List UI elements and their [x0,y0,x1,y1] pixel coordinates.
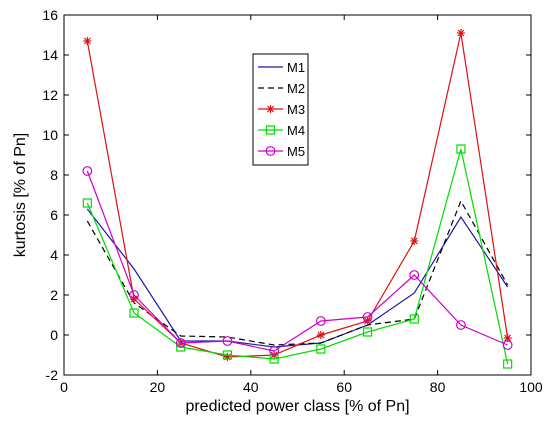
series-m4-line [86,148,509,365]
y-tick-label: 2 [50,287,58,303]
x-tick-label: 40 [243,379,259,395]
series-m5-point [269,346,280,356]
y-tick-label: 16 [42,7,58,23]
series-m5-point [502,340,513,350]
legend-m3-marker [266,105,275,113]
legend-m5-marker [265,146,276,156]
x-tick-label: 60 [336,379,352,395]
series-m4-point [129,308,139,318]
series-m5-point [456,320,466,330]
series-m5-point [315,316,326,326]
y-tick-label: 12 [42,87,58,103]
series-m5-point [82,166,93,176]
series-m5-point [409,270,420,280]
x-tick-label: 20 [150,379,166,395]
series-m4-point [362,327,373,337]
y-tick-label: 10 [42,127,58,143]
legend-m5-label: M5 [287,144,305,159]
x-axis-label: predicted power class [% of Pn] [185,398,409,415]
series-m5-point [222,336,233,346]
legend-m4-label: M4 [287,123,305,138]
series-m4-point [82,198,92,208]
legend-m4-marker [265,125,276,135]
series-m5-point [362,312,373,322]
y-axis-label: kurtosis [% of Pn] [12,133,29,258]
legend-m3-label: M3 [287,102,305,117]
series-m3-line [86,32,509,358]
x-tick-label: 100 [519,379,543,395]
x-tick-label: 0 [60,379,68,395]
series-m4-point [503,359,513,369]
y-tick-label: -2 [46,367,59,383]
series-m4-point [222,350,233,360]
legend-m2-label: M2 [287,81,305,96]
series-m4-point [456,144,466,154]
y-tick-label: 8 [50,167,58,183]
series-m4-point [316,344,326,354]
series-m3-point [456,29,465,37]
y-tick-label: 14 [42,47,58,63]
legend: M1 M2 M3 M4 M5 [252,53,309,166]
series-m5-point [129,290,139,300]
legend-m1-label: M1 [287,60,305,75]
y-tick-label: 4 [50,247,58,263]
x-tick-label: 80 [430,379,446,395]
y-tick-label: 0 [50,327,58,343]
series-m5-line [86,170,508,352]
series-layer [82,29,513,369]
y-tick-label: 6 [50,207,58,223]
series-m3-point [410,237,419,245]
series-m5-point [175,338,186,348]
series-m3-point [83,37,92,45]
series-m4-point [409,314,419,324]
series-m3-point [316,331,325,339]
